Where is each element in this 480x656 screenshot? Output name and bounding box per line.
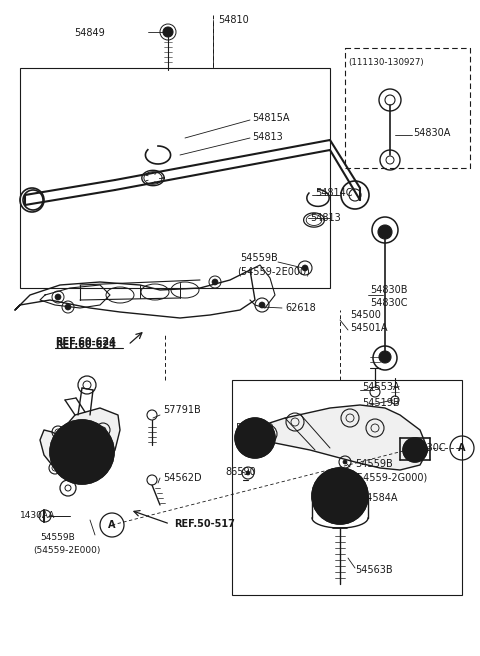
Text: 54562D: 54562D: [163, 473, 202, 483]
Circle shape: [74, 444, 90, 460]
Text: 54814C: 54814C: [315, 188, 352, 198]
Polygon shape: [40, 408, 120, 475]
Text: 86590: 86590: [225, 467, 256, 477]
Circle shape: [378, 225, 392, 239]
Text: 54559B: 54559B: [240, 253, 278, 263]
Text: 54830C: 54830C: [370, 298, 408, 308]
Text: 54830B: 54830B: [370, 285, 408, 295]
Text: 54563B: 54563B: [355, 565, 393, 575]
Circle shape: [65, 304, 71, 310]
Text: (54559-2E000): (54559-2E000): [237, 267, 310, 277]
Text: REF.50-517: REF.50-517: [174, 519, 235, 529]
Text: A: A: [458, 443, 466, 453]
Text: 54813: 54813: [252, 132, 283, 142]
Circle shape: [343, 460, 347, 464]
Circle shape: [55, 294, 61, 300]
Bar: [20, 68, 330, 288]
Text: 54500: 54500: [350, 310, 381, 320]
Text: 54559B: 54559B: [40, 533, 75, 543]
Text: 57791B: 57791B: [163, 405, 201, 415]
Text: 54849: 54849: [74, 28, 105, 38]
Text: 62618: 62618: [285, 303, 316, 313]
Bar: [345, 48, 470, 168]
Text: 54815A: 54815A: [252, 113, 289, 123]
Circle shape: [250, 433, 260, 443]
Bar: [232, 380, 462, 595]
Text: 54530C: 54530C: [408, 443, 445, 453]
Text: 54559B: 54559B: [355, 459, 393, 469]
Circle shape: [212, 279, 218, 285]
Circle shape: [379, 351, 391, 363]
Polygon shape: [248, 405, 428, 470]
Circle shape: [50, 420, 114, 484]
Circle shape: [312, 468, 368, 524]
Text: 54813: 54813: [310, 213, 341, 223]
Text: 54519B: 54519B: [362, 398, 400, 408]
Text: 54830A: 54830A: [413, 128, 450, 138]
Circle shape: [235, 418, 275, 458]
Text: (111130-130927): (111130-130927): [348, 58, 424, 66]
Text: 54553A: 54553A: [362, 382, 400, 392]
Circle shape: [403, 438, 427, 462]
Circle shape: [163, 27, 173, 37]
Text: REF.60-624: REF.60-624: [55, 340, 116, 350]
Circle shape: [246, 471, 250, 475]
Circle shape: [302, 265, 308, 271]
Text: 54584A: 54584A: [360, 493, 397, 503]
Text: (54559-2E000): (54559-2E000): [33, 546, 100, 556]
Text: 1430AA: 1430AA: [20, 512, 55, 520]
Text: 54810: 54810: [218, 15, 249, 25]
Text: 54551D: 54551D: [235, 423, 274, 433]
Circle shape: [259, 302, 265, 308]
Text: (54559-2G000): (54559-2G000): [353, 472, 427, 482]
Circle shape: [332, 488, 348, 504]
Text: 54501A: 54501A: [350, 323, 387, 333]
Text: REF.60-624: REF.60-624: [55, 337, 116, 347]
Text: A: A: [108, 520, 116, 530]
